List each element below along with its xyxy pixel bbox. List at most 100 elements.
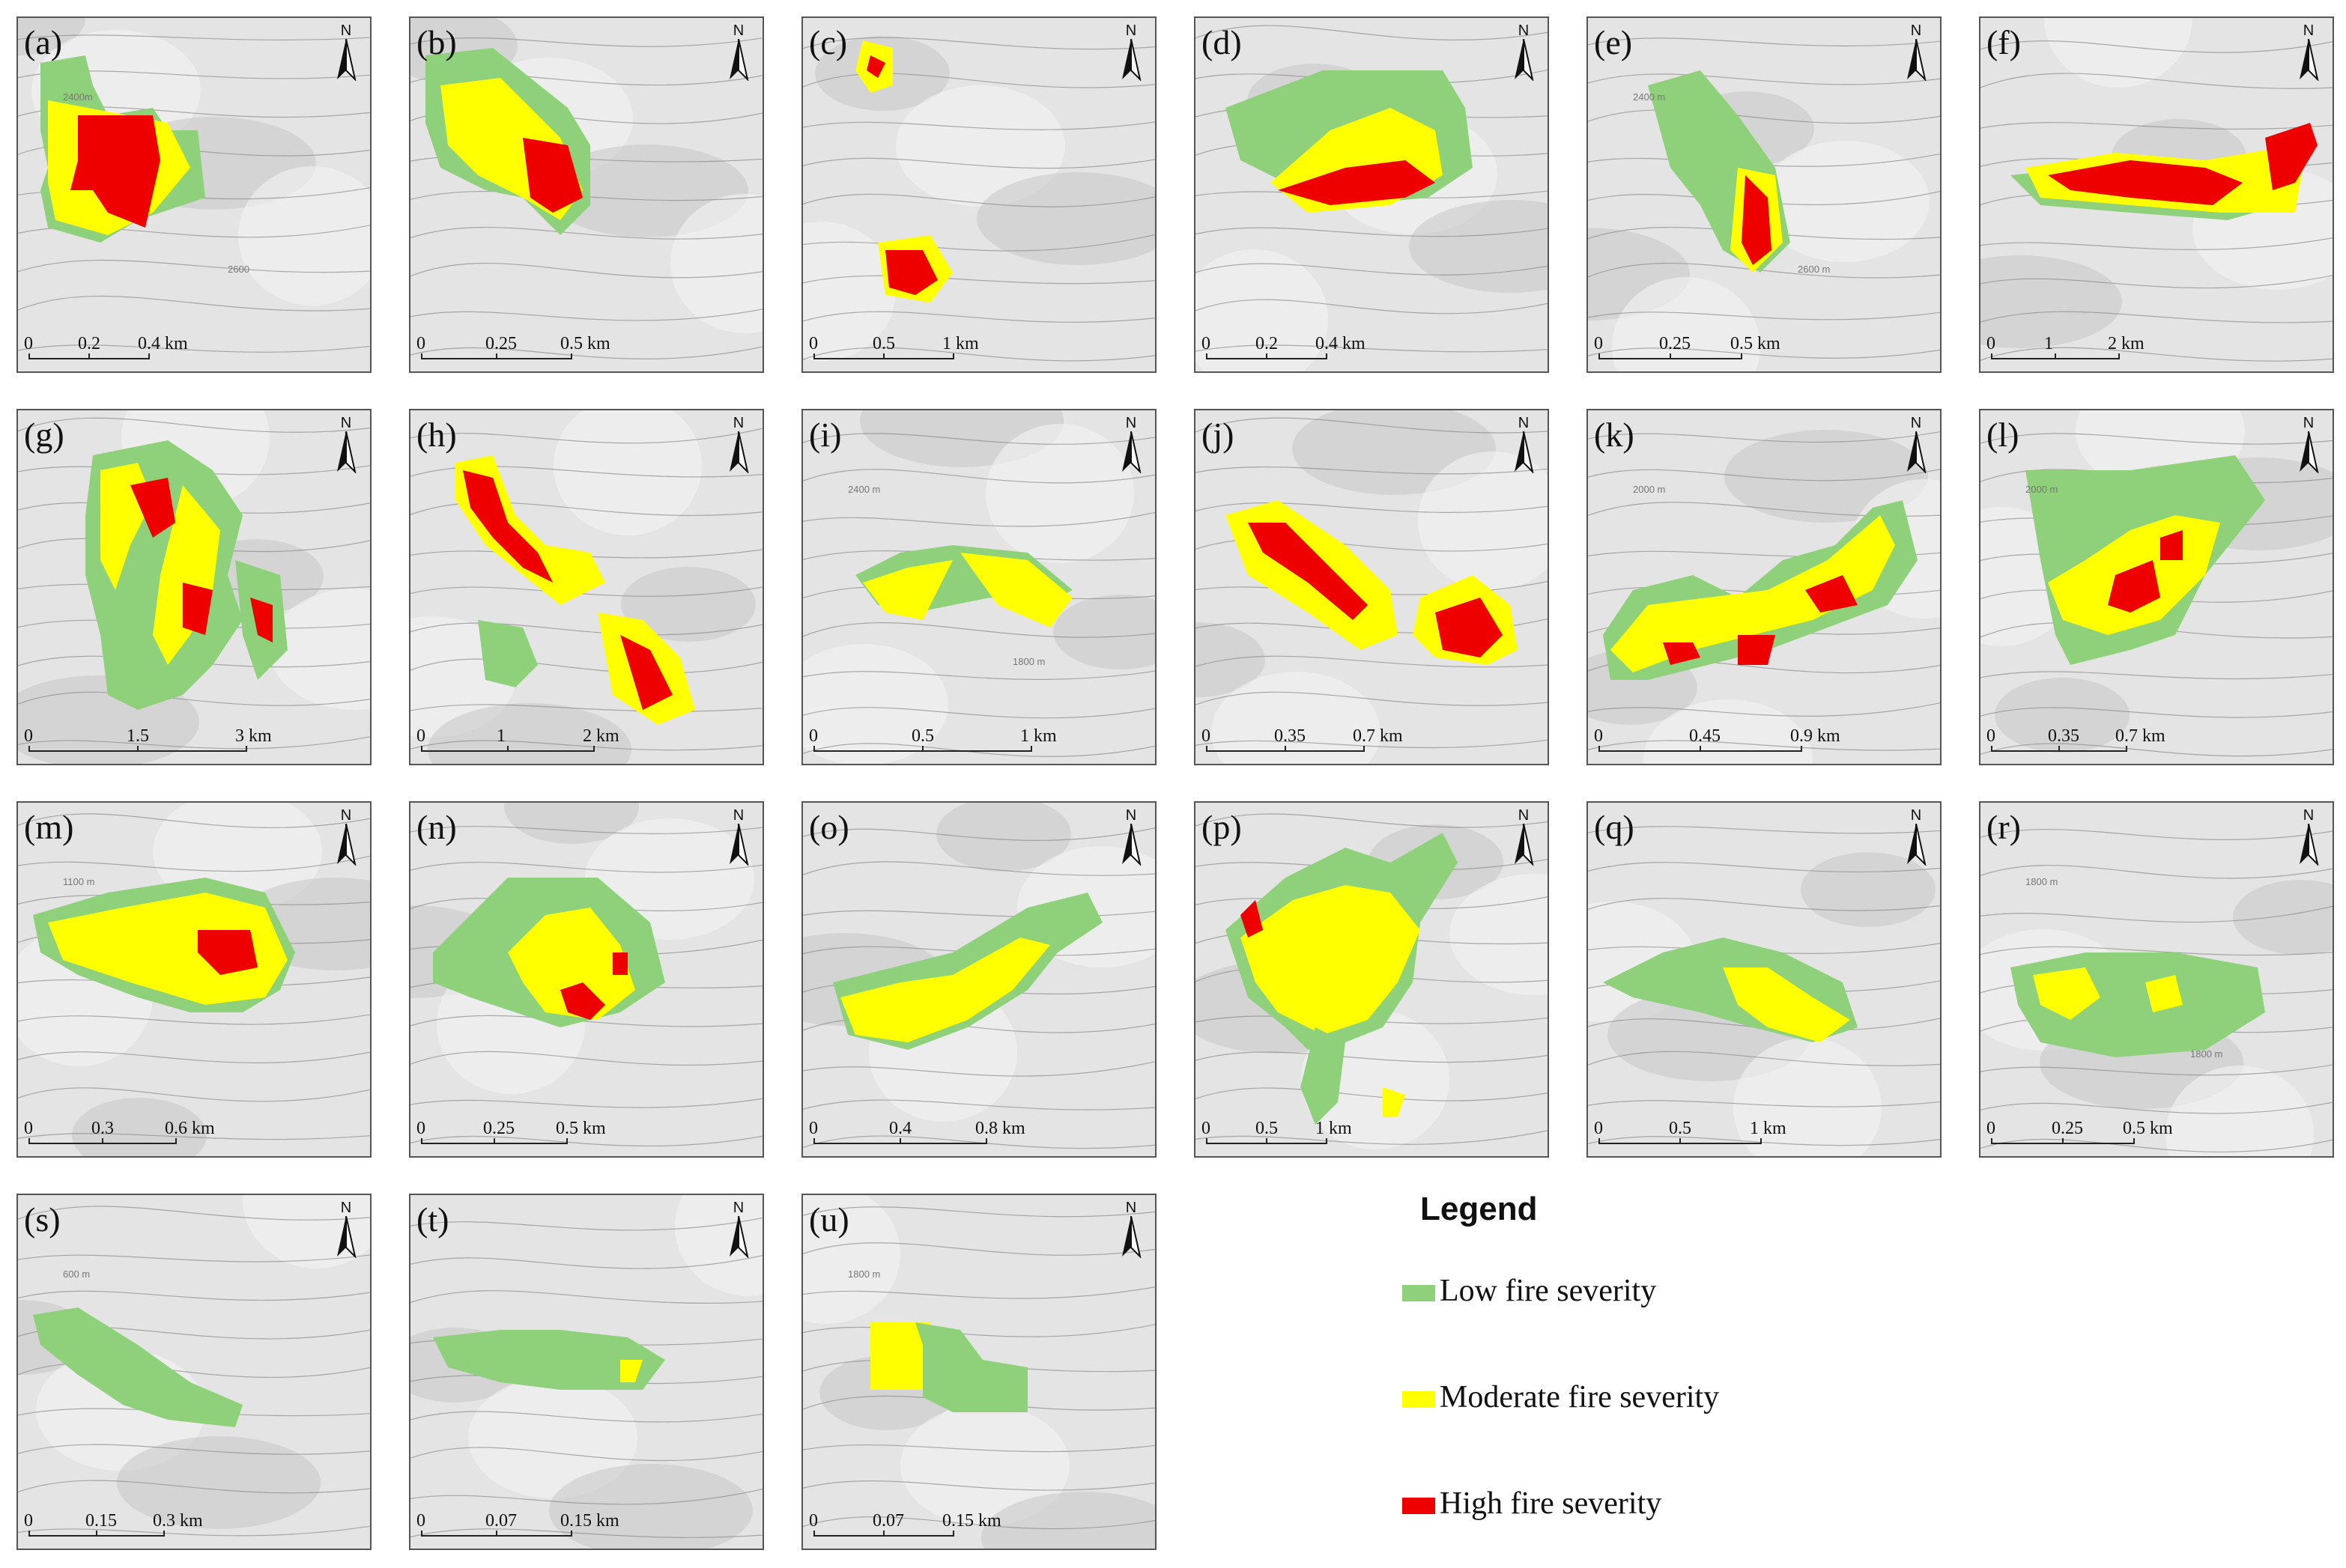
contour-line — [803, 1135, 1155, 1149]
north-arrow-icon: N — [1509, 415, 1539, 475]
scale-label: 0.5 km — [1730, 334, 1780, 353]
north-letter: N — [340, 415, 352, 431]
low-severity-patch — [1300, 1027, 1345, 1125]
terrain-basemap: 600 m — [18, 1195, 370, 1549]
north-letter: N — [2303, 415, 2315, 431]
contour-line — [803, 121, 1155, 130]
scale-label: 0.35 — [2048, 726, 2079, 746]
contour-line — [1980, 671, 2333, 680]
north-letter: N — [1125, 22, 1137, 39]
contour-line — [1980, 121, 2333, 130]
contour-line — [410, 825, 763, 834]
scale-tick — [1363, 746, 1365, 752]
contour-line — [410, 1051, 763, 1066]
scale-tick — [1326, 353, 1327, 359]
scale-bar: 0 0.45 0.9 km — [1592, 726, 1840, 756]
scale-bar: 0 0.2 0.4 km — [1200, 334, 1425, 364]
north-arrow-icon: N — [1901, 807, 1931, 867]
legend-title: Legend — [1420, 1191, 1538, 1227]
contour-line — [410, 704, 763, 712]
contour-line — [410, 1411, 763, 1423]
contour-line — [1195, 344, 1548, 353]
moderate-severity-patch — [2033, 967, 2100, 1020]
map-panel: 2000 m (k) N 0 0.45 0.9 km — [1586, 409, 1942, 765]
scale-bar: 0 0.25 0.5 km — [415, 1119, 640, 1149]
scale-label: 0 — [1986, 726, 1995, 746]
scale-tick — [813, 1138, 815, 1144]
contour-label: 1800 m — [2190, 1048, 2222, 1060]
moderate-severity-patch — [840, 938, 1050, 1042]
scale-label: 0 — [1594, 334, 1603, 353]
scale-tick — [1741, 353, 1742, 359]
panel-label: (d) — [1201, 23, 1242, 61]
high-severity-patch — [1248, 523, 1368, 620]
contour-line — [1195, 417, 1548, 434]
terrain-basemap — [1195, 410, 1548, 764]
north-arrow-icon: N — [331, 415, 361, 475]
moderate-severity-patch — [870, 1322, 930, 1390]
north-arrow-icon: N — [1901, 22, 1931, 82]
scale-tick — [507, 746, 509, 752]
scale-tick — [813, 1531, 815, 1537]
contour-line — [1588, 740, 1940, 751]
scale-bar: 0 0.5 1 km — [1200, 1119, 1425, 1149]
contour-line — [18, 1480, 370, 1494]
map-panel: (g) N 0 1.5 3 km — [16, 409, 372, 765]
scale-label: 0 — [809, 726, 818, 746]
contour-line — [1588, 431, 1940, 443]
north-arrow-icon: N — [1116, 415, 1146, 475]
scale-tick — [148, 353, 150, 359]
contour-line — [18, 1444, 370, 1455]
panel-label: (e) — [1594, 23, 1633, 61]
scale-label: 0 — [1594, 726, 1603, 746]
scale-label: 1.5 — [127, 726, 149, 746]
contour-line — [1195, 1130, 1548, 1145]
contour-line — [1980, 311, 2333, 323]
scale-label: 0.4 km — [138, 334, 188, 353]
contour-line — [410, 263, 763, 279]
contour-label: 1800 m — [848, 1268, 880, 1280]
contour-line — [18, 417, 370, 433]
terrain-basemap — [803, 803, 1155, 1156]
scale-tick — [1206, 746, 1207, 752]
contour-line — [803, 157, 1155, 169]
scale-bar: 0 0.25 0.5 km — [1985, 1119, 2210, 1149]
high-severity-patch — [613, 952, 628, 975]
contour-line — [1195, 739, 1548, 749]
contour-label: 2600 — [228, 264, 249, 275]
scale-bar: 0 0.35 0.7 km — [1200, 726, 1425, 756]
contour-line — [18, 855, 370, 872]
scale-tick — [1991, 1138, 1992, 1144]
contour-line — [410, 1254, 763, 1269]
scale-label: 0.6 km — [165, 1119, 215, 1138]
contour-line — [1980, 73, 2333, 89]
scale-label: 0.25 — [485, 334, 517, 353]
scale-bar: 0 0.07 0.15 km — [807, 1511, 1032, 1541]
contour-label: 2400m — [63, 91, 93, 103]
map-panel: (q) N 0 0.5 1 km — [1586, 801, 1942, 1158]
terrain-basemap: 2000 m — [1588, 410, 1940, 764]
contour-label: 2600 m — [1798, 264, 1830, 275]
scale-tick — [1700, 746, 1701, 752]
north-arrow-icon: N — [2294, 807, 2324, 867]
scale-label: 0.5 — [873, 334, 895, 353]
scale-label: 0.7 km — [2115, 726, 2165, 746]
moderate-severity-patch — [620, 1360, 643, 1382]
legend-swatch-low — [1402, 1285, 1435, 1301]
contour-line — [1195, 502, 1548, 513]
scale-tick — [1991, 746, 1992, 752]
scale-tick — [2126, 746, 2127, 752]
panel-label: (u) — [809, 1200, 849, 1239]
scale-label: 0.07 — [485, 1511, 517, 1531]
contour-line — [1588, 702, 1940, 717]
scale-tick — [2055, 353, 2056, 359]
contour-line — [803, 1206, 1155, 1218]
map-panel: 2000 m (l) N 0 0.35 0.7 km — [1979, 409, 2334, 765]
map-panel: (c) N 0 0.5 1 km — [801, 16, 1157, 373]
map-panel: (f) N 0 1 2 km — [1979, 16, 2334, 373]
terrain-basemap: 2400m 2600 — [18, 18, 370, 371]
scale-label: 0 — [416, 1119, 425, 1138]
low-severity-patch — [478, 620, 538, 687]
terrain-basemap: 2000 m — [1980, 410, 2333, 764]
contour-line — [410, 1528, 763, 1538]
